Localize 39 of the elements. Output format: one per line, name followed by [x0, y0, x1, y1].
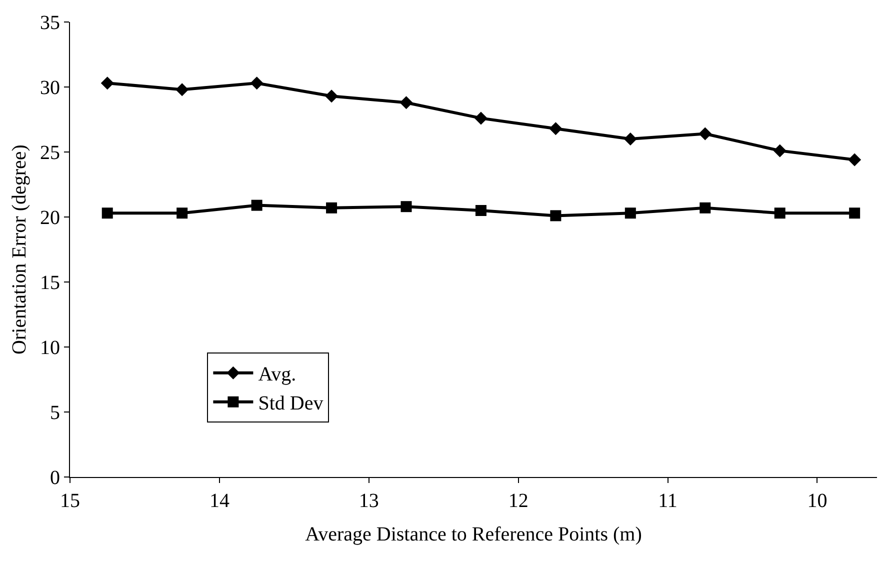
point — [325, 90, 338, 103]
point — [474, 112, 488, 125]
legend-label: Avg. — [258, 364, 296, 386]
point — [624, 208, 636, 219]
y-tick-label: 35 — [40, 12, 60, 34]
x-tick-label: 11 — [658, 490, 678, 512]
x-axis-title: Average Distance to Reference Points (m) — [305, 524, 642, 546]
point — [251, 200, 262, 211]
y-tick-label: 0 — [50, 467, 60, 489]
x-tick-label: 13 — [358, 490, 379, 512]
point — [550, 210, 562, 222]
point — [848, 153, 862, 166]
point — [326, 202, 338, 214]
point — [549, 122, 562, 136]
point — [250, 76, 264, 90]
x-tick-label: 12 — [508, 490, 528, 512]
x-tick-label: 14 — [209, 490, 230, 512]
point — [475, 205, 486, 216]
y-tick-label: 20 — [40, 207, 60, 229]
point — [624, 132, 637, 146]
point — [849, 208, 860, 219]
point — [176, 83, 189, 96]
point — [176, 208, 188, 219]
y-tick-label: 10 — [40, 337, 60, 359]
y-tick-label: 5 — [50, 402, 60, 424]
point — [773, 144, 786, 158]
point — [100, 76, 114, 90]
point — [774, 208, 786, 219]
point — [400, 96, 413, 110]
y-tick-label: 15 — [40, 272, 60, 294]
x-tick-label: 10 — [807, 490, 828, 512]
point — [700, 202, 711, 214]
y-tick-label: 25 — [40, 142, 60, 164]
point — [698, 127, 712, 140]
legend-label: Std Dev — [258, 392, 324, 415]
point — [102, 208, 113, 219]
y-tick-label: 30 — [40, 77, 60, 99]
y-axis-title: Orientation Error (degree) — [8, 144, 30, 354]
point — [400, 201, 412, 212]
